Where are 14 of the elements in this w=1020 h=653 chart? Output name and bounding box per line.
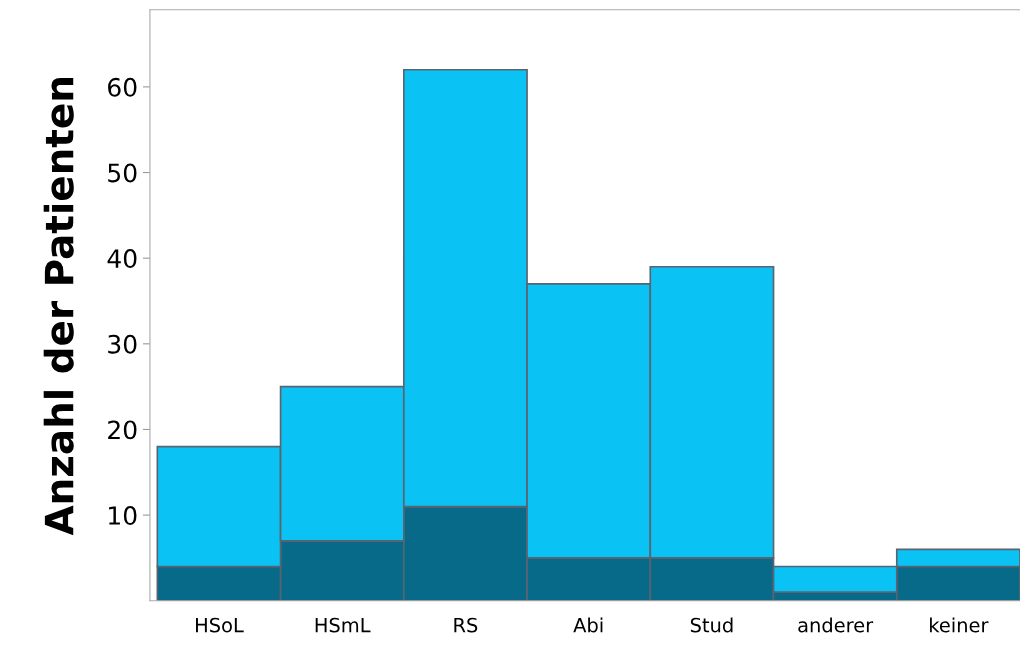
y-axis-title: Anzahl der Patienten [43,78,74,536]
x-tick-label: anderer [798,617,874,633]
y-tick-label: 60 [108,77,137,97]
y-tick-label: 40 [107,249,137,269]
x-tick-label: HSoL [196,617,244,633]
y-tick-label: 30 [108,334,137,354]
y-tick-label: 10 [109,506,137,525]
x-tick-label: keiner [930,617,989,633]
y-tick-label: 20 [108,420,137,440]
x-tick-label: Abi [573,617,603,633]
y-tick-label: 50 [108,163,137,183]
x-tick-label: RS [454,617,478,633]
x-tick-label: Stud [690,617,733,633]
x-tick-label: HSmL [315,617,371,633]
